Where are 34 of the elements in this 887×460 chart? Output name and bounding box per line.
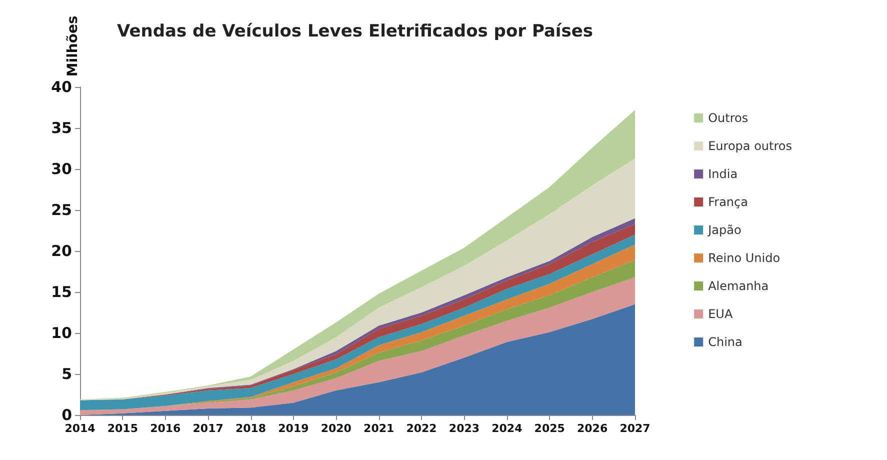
x-tick-label: 2014 <box>64 422 96 435</box>
legend-label: China <box>708 335 742 349</box>
y-tick-label: 0 <box>62 406 72 424</box>
x-tick-label: 2020 <box>320 422 352 435</box>
legend-label: Europa outros <box>708 139 792 153</box>
legend-label: Japão <box>707 223 742 237</box>
x-tick-label: 2027 <box>620 422 650 435</box>
y-tick-label: 10 <box>51 324 72 342</box>
y-tick-label: 35 <box>51 119 72 137</box>
legend-label: Reino Unido <box>708 251 780 265</box>
x-tick-label: 2023 <box>448 422 480 435</box>
legend-label: India <box>708 167 738 181</box>
x-tick-label: 2022 <box>406 422 437 435</box>
x-tick-label: 2026 <box>576 422 608 435</box>
x-tick-label: 2017 <box>192 422 224 435</box>
chart-title: Vendas de Veículos Leves Eletrificados por Países <box>116 22 594 42</box>
legend-label: EUA <box>708 307 734 321</box>
x-tick-label: 2015 <box>107 422 138 435</box>
x-tick-label: 2021 <box>364 422 394 435</box>
y-tick-label: 20 <box>51 242 72 260</box>
x-tick-label: 2025 <box>534 422 565 435</box>
y-tick-label: 15 <box>51 283 72 301</box>
y-tick-label: 30 <box>51 160 72 178</box>
x-tick-label: 2018 <box>235 422 266 435</box>
y-tick-label: 5 <box>62 365 72 383</box>
x-tick-label: 2016 <box>150 422 182 435</box>
y-axis-title: Milhões <box>65 16 81 77</box>
legend-label: Alemanha <box>708 279 769 293</box>
legend-label: Outros <box>708 111 748 125</box>
y-tick-label: 40 <box>51 78 72 96</box>
legend-label: França <box>708 195 748 209</box>
y-tick-label: 25 <box>51 201 72 219</box>
x-tick-label: 2019 <box>278 422 309 435</box>
x-tick-label: 2024 <box>492 422 523 435</box>
